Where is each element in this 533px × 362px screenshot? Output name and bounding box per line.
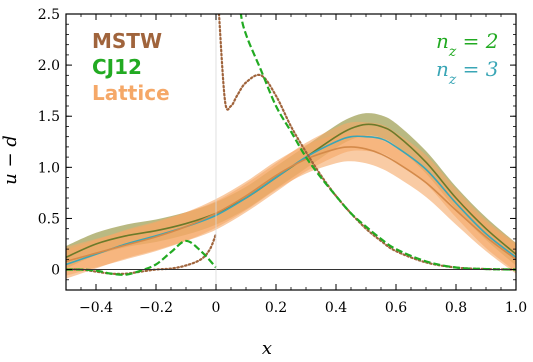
series-lines [66,14,516,276]
y-axis-label: u − d [0,135,21,185]
x-tick-label: 0.8 [445,300,467,316]
x-tick-label: 1.0 [505,300,527,316]
annotation-nz2: nz = 2 [436,29,498,60]
x-tick-label: 0 [212,300,221,316]
annotation-nz3: nz = 3 [436,57,498,88]
y-tick-label: 1.5 [38,109,60,125]
line-lattice-n-z-3 [66,135,516,266]
legend-cj12: CJ12 [92,55,142,79]
y-tick-label: 0 [51,263,60,279]
line-cj12-0 [66,239,217,276]
x-tick-label: −0.2 [139,300,173,316]
band-lattice-central [66,132,516,276]
x-tick-label: −0.4 [79,300,113,316]
y-tick-label: 0.5 [38,211,60,227]
tick-marks: −0.4 −0.2 0 0.2 0.4 0.6 0.8 1.0 0 0.5 1.0 1.5 2.0 2.5 [38,7,527,316]
y-tick-label: 2.5 [38,7,60,23]
line-lattice-central [66,146,516,263]
x-axis-label: x [262,338,272,359]
x-tick-label: 0.2 [265,300,287,316]
legend-mstw: MSTW [92,29,162,53]
x-tick-label: 0.4 [325,300,347,316]
x-tick-label: 0.6 [385,300,407,316]
line-lattice-n-z-2 [66,123,516,259]
legend-lattice: Lattice [92,81,170,105]
y-tick-label: 2.0 [38,58,60,74]
y-tick-label: 1.0 [38,160,60,176]
line-cj12-1 [239,14,516,271]
line-mstw-0 [66,232,218,275]
